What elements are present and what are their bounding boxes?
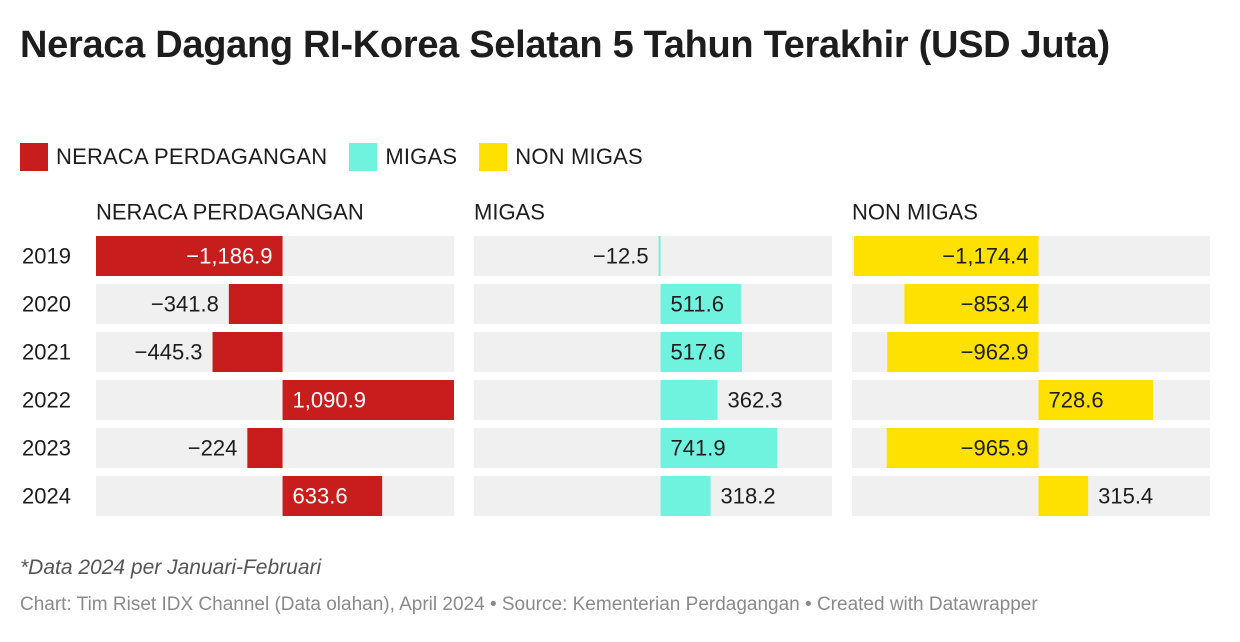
value-label-non-migas-2023: −965.9 bbox=[961, 436, 1029, 461]
value-label-neraca-perdagangan-2019: −1,186.9 bbox=[186, 244, 272, 269]
value-label-migas-2023: 741.9 bbox=[671, 436, 726, 461]
credit-line: Chart: Tim Riset IDX Channel (Data olaha… bbox=[20, 594, 1038, 615]
row-background-migas-2020 bbox=[474, 284, 832, 324]
row-background-non-migas-2022 bbox=[852, 380, 1210, 420]
legend-item-neraca: NERACA PERDAGANGAN bbox=[20, 143, 327, 171]
bar-migas-2022 bbox=[660, 380, 718, 420]
bar-migas-2021 bbox=[660, 332, 742, 372]
panel-title-non-migas: NON MIGAS bbox=[852, 200, 978, 225]
bar-non-migas-2024 bbox=[1038, 476, 1089, 516]
value-label-migas-2019: −12.5 bbox=[593, 244, 649, 269]
bar-migas-2019 bbox=[658, 236, 661, 276]
category-label-2024: 2024 bbox=[22, 484, 71, 509]
bar-neraca-perdagangan-2024 bbox=[282, 476, 383, 516]
bar-migas-2020 bbox=[660, 284, 741, 324]
legend-swatch-migas bbox=[349, 143, 378, 171]
panel-title-neraca-perdagangan: NERACA PERDAGANGAN bbox=[96, 200, 364, 225]
legend: NERACA PERDAGANGAN MIGAS NON MIGAS bbox=[20, 142, 665, 172]
value-label-neraca-perdagangan-2022: 1,090.9 bbox=[293, 388, 366, 413]
bar-neraca-perdagangan-2019 bbox=[96, 236, 283, 276]
bar-non-migas-2019 bbox=[853, 236, 1039, 276]
chart-title: Neraca Dagang RI-Korea Selatan 5 Tahun T… bbox=[20, 24, 1110, 66]
row-background-migas-2023 bbox=[474, 428, 832, 468]
row-background-migas-2019 bbox=[474, 236, 832, 276]
panel-title-migas: MIGAS bbox=[474, 200, 545, 225]
row-background-non-migas-2024 bbox=[852, 476, 1210, 516]
value-label-migas-2020: 511.6 bbox=[671, 292, 724, 317]
value-label-neraca-perdagangan-2023: −224 bbox=[188, 436, 238, 461]
value-label-non-migas-2019: −1,174.4 bbox=[942, 244, 1028, 269]
bar-non-migas-2022 bbox=[1038, 380, 1154, 420]
bar-neraca-perdagangan-2020 bbox=[228, 284, 283, 324]
category-label-2020: 2020 bbox=[22, 292, 71, 317]
chart-area: 2019 2020 2021 2022 2023 2024 NERACA PERDAGANG… bbox=[22, 200, 1210, 516]
legend-item-migas: MIGAS bbox=[349, 143, 457, 171]
value-label-non-migas-2024: 315.4 bbox=[1098, 484, 1153, 509]
category-label-2022: 2022 bbox=[22, 388, 71, 413]
row-background-migas-2021 bbox=[474, 332, 832, 372]
category-label-2019: 2019 bbox=[22, 244, 71, 269]
value-label-non-migas-2021: −962.9 bbox=[961, 340, 1029, 365]
legend-label-non-migas: NON MIGAS bbox=[515, 144, 643, 169]
bar-non-migas-2023 bbox=[886, 428, 1039, 468]
category-label-2021: 2021 bbox=[22, 340, 71, 365]
bar-neraca-perdagangan-2021 bbox=[212, 332, 283, 372]
row-background-migas-2024 bbox=[474, 476, 832, 516]
value-label-neraca-perdagangan-2020: −341.8 bbox=[151, 292, 219, 317]
bar-non-migas-2020 bbox=[904, 284, 1039, 324]
legend-swatch-neraca bbox=[20, 143, 48, 171]
value-label-migas-2022: 362.3 bbox=[727, 388, 782, 413]
legend-label-neraca: NERACA PERDAGANGAN bbox=[56, 144, 328, 169]
value-label-neraca-perdagangan-2024: 633.6 bbox=[293, 484, 348, 509]
value-label-migas-2024: 318.2 bbox=[721, 484, 776, 509]
bar-neraca-perdagangan-2022 bbox=[282, 380, 454, 420]
value-label-non-migas-2022: 728.6 bbox=[1049, 388, 1104, 413]
bar-migas-2023 bbox=[660, 428, 778, 468]
value-label-neraca-perdagangan-2021: −445.3 bbox=[135, 340, 203, 365]
category-label-2023: 2023 bbox=[22, 436, 71, 461]
bar-non-migas-2021 bbox=[887, 332, 1039, 372]
value-label-non-migas-2020: −853.4 bbox=[961, 292, 1029, 317]
value-label-migas-2021: 517.6 bbox=[671, 340, 726, 365]
bar-neraca-perdagangan-2023 bbox=[247, 428, 283, 468]
footnote: *Data 2024 per Januari-Februari bbox=[20, 556, 322, 579]
row-background-neraca-perdagangan-2024 bbox=[96, 476, 454, 516]
legend-swatch-non-migas bbox=[479, 143, 508, 171]
legend-label-migas: MIGAS bbox=[385, 144, 458, 169]
bar-migas-2024 bbox=[660, 476, 711, 516]
legend-item-non-migas: NON MIGAS bbox=[479, 143, 643, 171]
row-background-migas-2022 bbox=[474, 380, 832, 420]
